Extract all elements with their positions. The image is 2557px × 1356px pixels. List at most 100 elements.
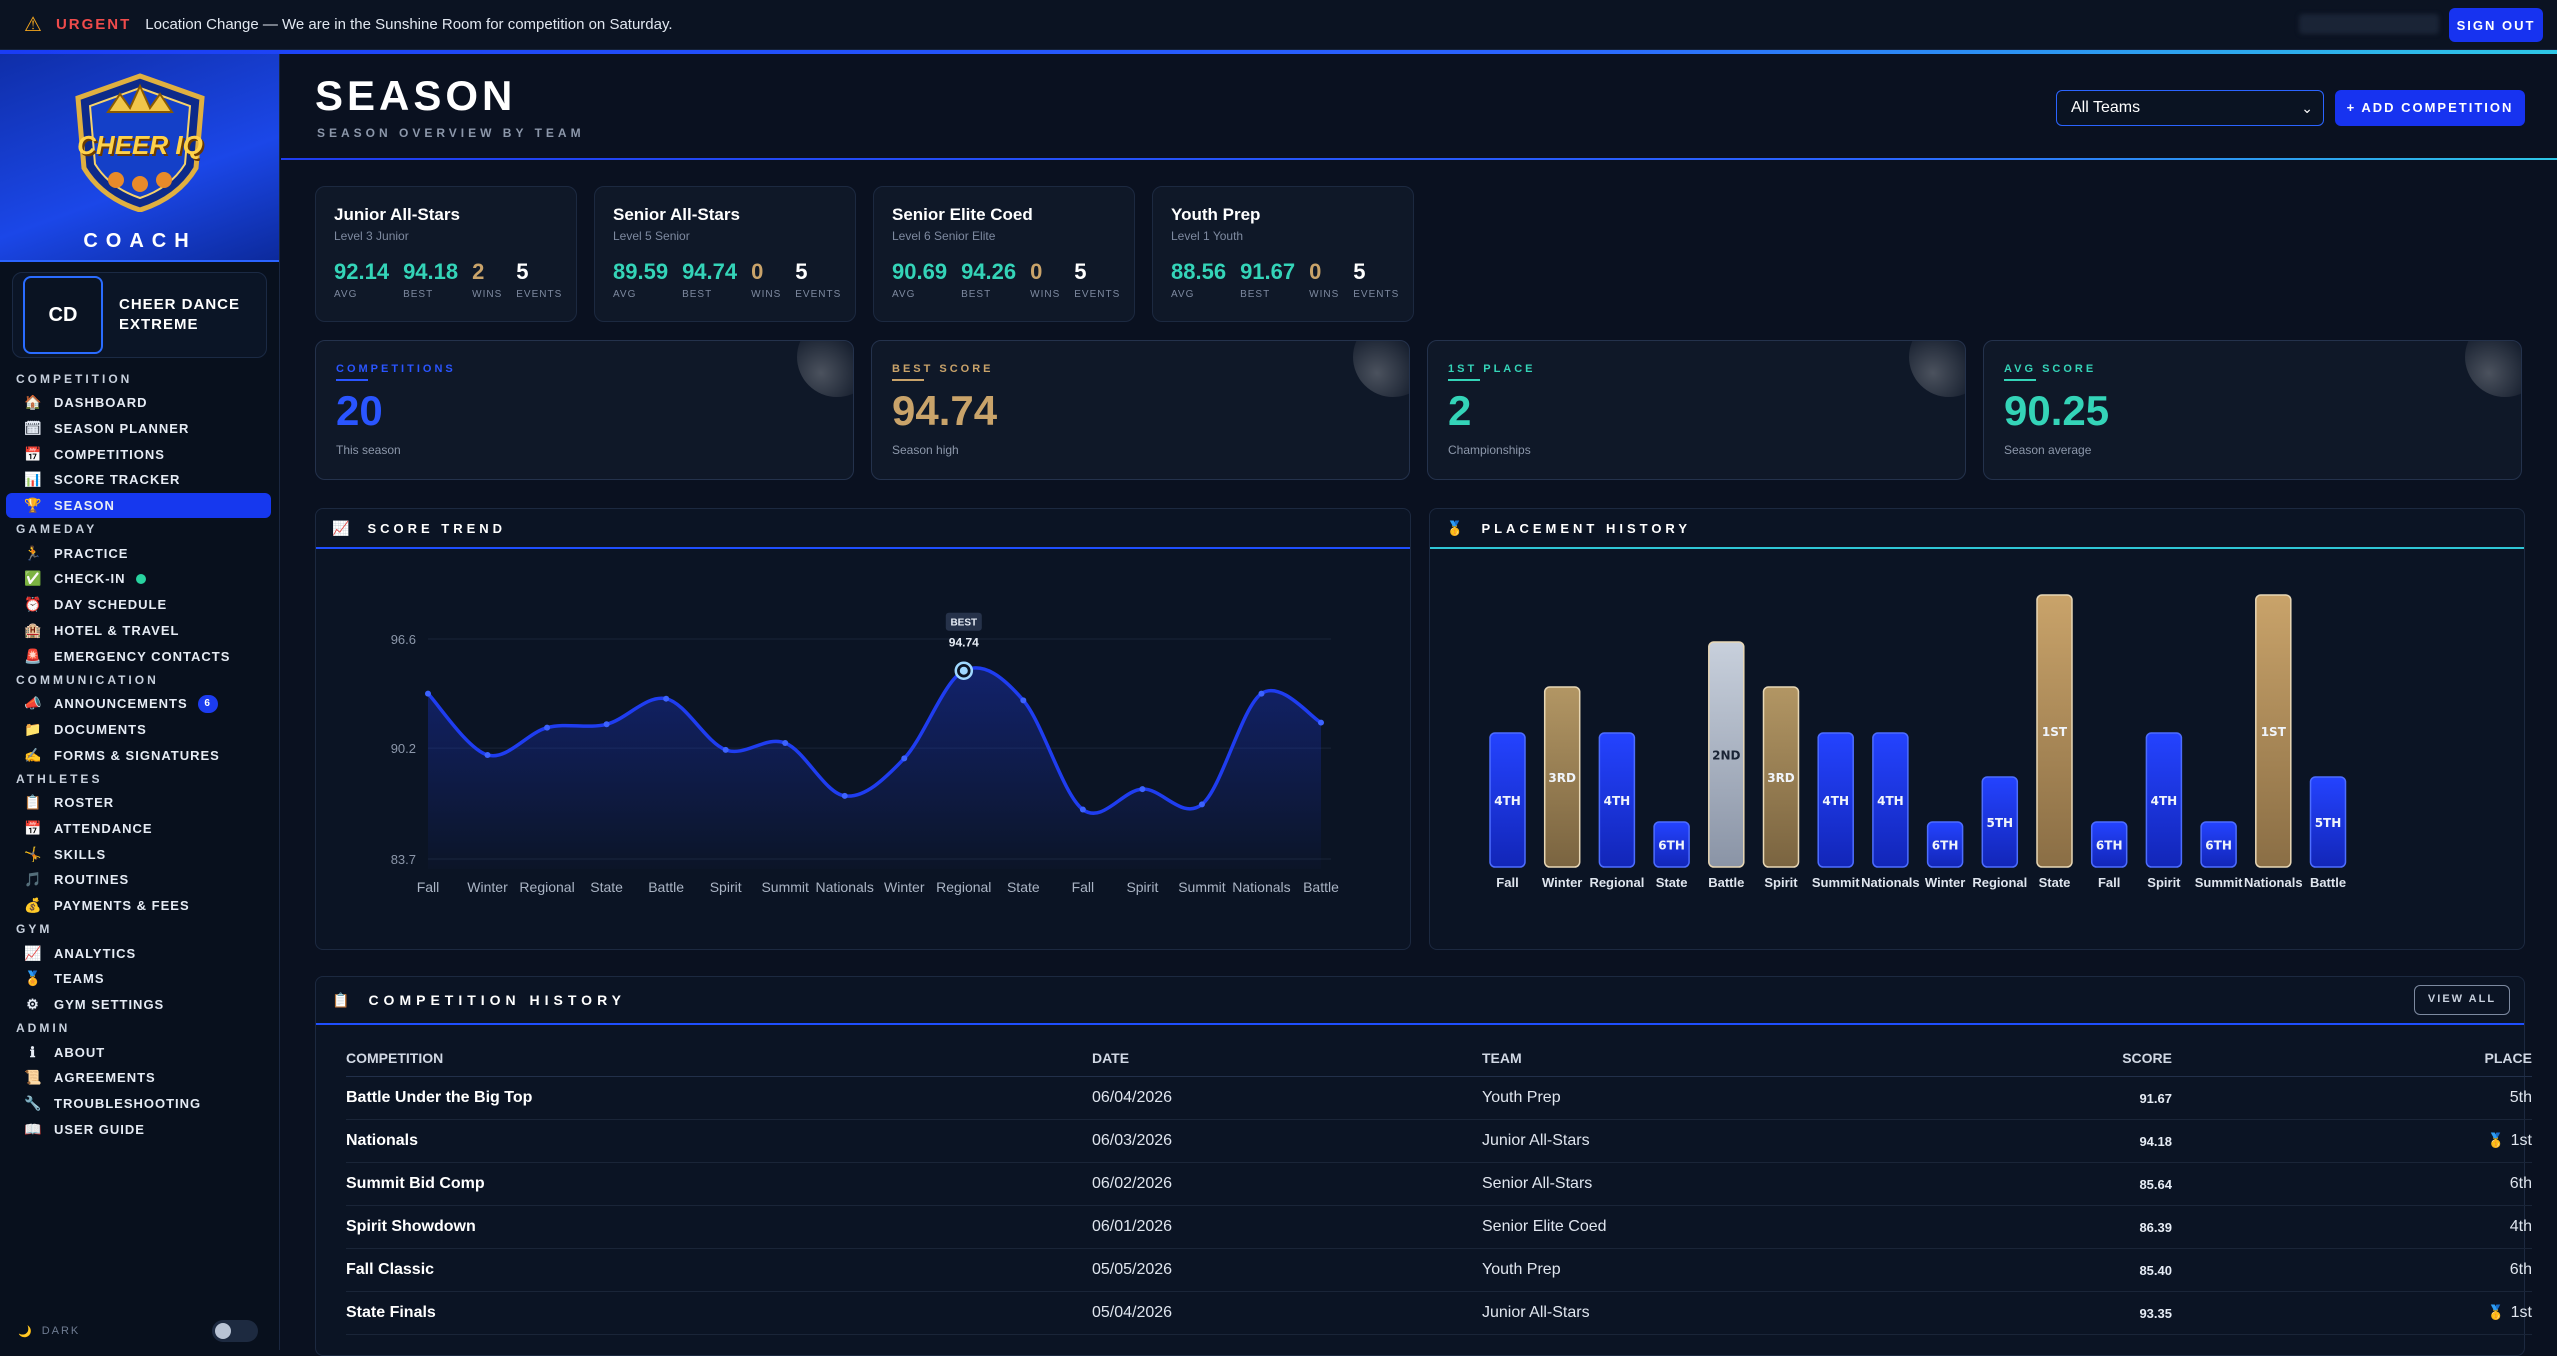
gym-card[interactable]: CD CHEER DANCE EXTREME: [12, 272, 267, 358]
col-date[interactable]: DATE: [1092, 1049, 1130, 1066]
stat-wins: 0 WINS: [751, 259, 781, 300]
placement-bar[interactable]: [1598, 732, 1636, 868]
team-name: Youth Prep: [1171, 205, 1261, 224]
cell-score: 85.64: [2139, 1176, 2172, 1192]
sidebar-item-check-in[interactable]: ✅ CHECK-IN: [6, 566, 271, 592]
team-name: Senior Elite Coed: [892, 205, 1033, 224]
sidebar-item-season-planner[interactable]: 🗓 SEASON PLANNER: [6, 416, 271, 442]
sidebar-item-label: COMPETITIONS: [54, 446, 165, 462]
team-card[interactable]: Senior Elite Coed Level 6 Senior Elite 90.…: [873, 186, 1135, 322]
sidebar-item-dashboard[interactable]: 🏠 DASHBOARD: [6, 390, 271, 416]
sidebar-item-analytics[interactable]: 📈 ANALYTICS: [6, 940, 271, 966]
stat-best: 94.18 BEST: [403, 259, 458, 300]
col-competition[interactable]: COMPETITION: [346, 1049, 444, 1066]
sidebar-nav: COMPETITION 🏠 DASHBOARD 🗓 SEASON PLANNER 📅 COM…: [0, 368, 279, 1142]
banner-message: Location Change — We are in the Sunshine…: [145, 16, 673, 33]
kpi-value: 90.25: [2004, 387, 2110, 434]
trend-point[interactable]: [484, 751, 491, 758]
sidebar-item-competitions[interactable]: 📅 COMPETITIONS: [6, 441, 271, 467]
stat-label: WINS: [1030, 289, 1061, 300]
trend-point[interactable]: [1139, 786, 1146, 793]
x-tick-label: Nationals: [2244, 875, 2303, 890]
sidebar-item-day-schedule[interactable]: ⏰ DAY SCHEDULE: [6, 592, 271, 618]
sign-out-button[interactable]: SIGN OUT: [2449, 8, 2543, 42]
placement-bar[interactable]: [1926, 821, 1964, 868]
stat-value: 2: [472, 259, 485, 284]
sidebar-item-teams[interactable]: 🏅 TEAMS: [6, 966, 271, 992]
cheer-iq-logo[interactable]: [68, 72, 212, 212]
placement-bar[interactable]: [1653, 821, 1690, 868]
trend-point[interactable]: [425, 690, 431, 697]
placement-bar[interactable]: [1762, 686, 1800, 868]
placement-bar[interactable]: [1708, 641, 1745, 868]
sidebar-item-skills[interactable]: 🤸 SKILLS: [6, 841, 271, 867]
trend-point[interactable]: [1198, 801, 1205, 808]
trend-point[interactable]: [1318, 719, 1324, 726]
sidebar-item-troubleshooting[interactable]: 🔧 TROUBLESHOOTING: [6, 1091, 271, 1117]
page-title: SEASON: [315, 72, 517, 119]
stat-events: 5 EVENTS: [1074, 259, 1120, 300]
placement-bar[interactable]: [2036, 594, 2073, 868]
col-score[interactable]: SCORE: [2122, 1049, 2172, 1066]
nav-section-title: ADMIN: [16, 1021, 71, 1036]
sidebar-item-about[interactable]: ℹ ABOUT: [6, 1039, 271, 1065]
stat-label: WINS: [472, 289, 503, 300]
placement-bar[interactable]: [2200, 821, 2237, 868]
team-card[interactable]: Youth Prep Level 1 Youth 88.56 AVG 91.67 BEST…: [1152, 186, 1414, 322]
table-row[interactable]: Summit Bid Comp 06/02/2026 Senior All-Star…: [346, 1163, 2532, 1206]
placement-bar[interactable]: [1872, 732, 1909, 868]
sidebar-item-payments-fees[interactable]: 💰 PAYMENTS & FEES: [6, 893, 271, 919]
placement-bar[interactable]: [2309, 776, 2347, 868]
sidebar-item-announcements[interactable]: 📣 ANNOUNCEMENTS 6: [6, 691, 271, 717]
sidebar-item-attendance[interactable]: 📅 ATTENDANCE: [6, 816, 271, 842]
sidebar-item-emergency-contacts[interactable]: 🚨 EMERGENCY CONTACTS: [6, 643, 271, 669]
team-select[interactable]: All Teams ⌄: [2056, 90, 2324, 126]
sidebar-item-gym-settings[interactable]: ⚙ GYM SETTINGS: [6, 992, 271, 1018]
table-row[interactable]: Spirit Showdown 06/01/2026 Senior Elite Co…: [346, 1206, 2532, 1249]
trend-point[interactable]: [782, 740, 789, 747]
trend-point[interactable]: [901, 755, 908, 762]
score-trend-header: 📈 SCORE TREND: [316, 509, 1410, 549]
trend-point[interactable]: [603, 721, 610, 728]
stat-value: 89.59: [613, 259, 669, 284]
placement-bar[interactable]: [1489, 732, 1526, 868]
bar-label: 4TH: [1604, 794, 1631, 808]
table-row[interactable]: State Finals 05/04/2026 Junior All-Stars 93…: [346, 1292, 2532, 1335]
table-row[interactable]: Battle Under the Big Top 06/04/2026 Youth …: [346, 1077, 2532, 1120]
table-row[interactable]: Fall Classic 05/05/2026 Youth Prep 85.40 6th: [346, 1249, 2532, 1292]
trend-point[interactable]: [722, 746, 729, 753]
trend-point[interactable]: [663, 695, 670, 702]
dark-mode-row: 🌙 DARK: [18, 1318, 268, 1344]
view-all-button[interactable]: VIEW ALL: [2414, 985, 2510, 1015]
add-competition-button[interactable]: + ADD COMPETITION: [2335, 90, 2525, 126]
placement-bar[interactable]: [2255, 594, 2292, 868]
trend-point[interactable]: [1020, 697, 1027, 704]
bar-label: 6TH: [1658, 839, 1685, 853]
trend-point[interactable]: [841, 792, 848, 799]
sidebar-item-routines[interactable]: 🎵 ROUTINES: [6, 867, 271, 893]
table-row[interactable]: Nationals 06/03/2026 Junior All-Stars 94.18…: [346, 1120, 2532, 1163]
placement-bar[interactable]: [1981, 776, 2019, 868]
sidebar-item-practice[interactable]: 🏃 PRACTICE: [6, 540, 271, 566]
sidebar-item-season[interactable]: 🏆 SEASON: [6, 492, 271, 519]
placement-bar[interactable]: [1817, 732, 1854, 868]
trend-point[interactable]: [1258, 690, 1265, 697]
sidebar-item-documents[interactable]: 📁 DOCUMENTS: [6, 717, 271, 743]
trend-point[interactable]: [1079, 806, 1086, 813]
col-place[interactable]: PLACE: [2484, 1049, 2532, 1066]
sidebar-item-forms-signatures[interactable]: ✍ FORMS & SIGNATURES: [6, 742, 271, 768]
dark-mode-toggle[interactable]: [212, 1320, 258, 1342]
placement-bar[interactable]: [2090, 821, 2128, 868]
trend-point[interactable]: [544, 724, 551, 731]
sidebar-item-score-tracker[interactable]: 📊 SCORE TRACKER: [6, 467, 271, 493]
team-card[interactable]: Senior All-Stars Level 5 Senior 89.59 AVG 94…: [594, 186, 856, 322]
sidebar-item-hotel-travel[interactable]: 🏨 HOTEL & TRAVEL: [6, 618, 271, 644]
sidebar-item-agreements[interactable]: 📜 AGREEMENTS: [6, 1065, 271, 1091]
placement-bar[interactable]: [1543, 686, 1581, 868]
col-team[interactable]: TEAM: [1482, 1049, 1522, 1066]
placement-bar[interactable]: [2145, 732, 2183, 868]
team-card[interactable]: Junior All-Stars Level 3 Junior 92.14 AVG 94…: [315, 186, 577, 322]
x-tick-label: Fall: [1072, 879, 1095, 895]
sidebar-item-roster[interactable]: 📋 ROSTER: [6, 790, 271, 816]
sidebar-item-user-guide[interactable]: 📖 USER GUIDE: [6, 1117, 271, 1143]
